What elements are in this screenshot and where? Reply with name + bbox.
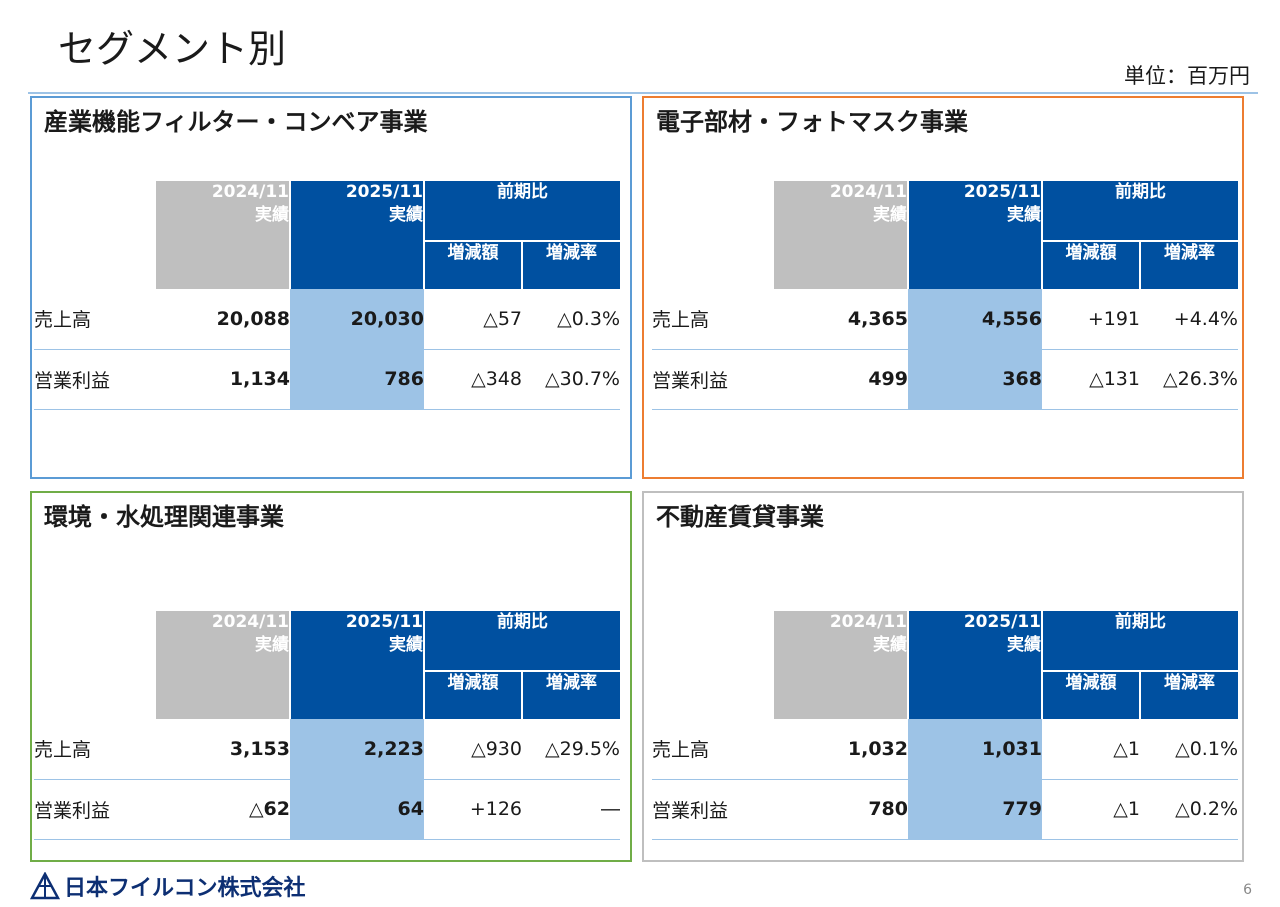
table-row-sales: 売上高 20,088 20,030 △57 △0.3% <box>34 289 620 350</box>
change-amount: △930 <box>424 719 522 780</box>
segment-table: 2024/11 実績 2025/11 実績 前期比 増減額 増減率 売上高 20,0… <box>34 181 620 410</box>
change-amount: △1 <box>1042 779 1140 840</box>
segment-panel-environment-water: 環境・水処理関連事業 2024/11 実績 2025/11 実績 前期比 増減額 増… <box>30 491 632 862</box>
prev-value: 4,365 <box>774 289 908 350</box>
segment-title: 産業機能フィルター・コンベア事業 <box>44 108 428 136</box>
change-rate: △26.3% <box>1140 349 1238 410</box>
unit-label: 単位：百万円 <box>1124 64 1250 88</box>
header-change-rate: 増減率 <box>522 670 620 719</box>
change-rate: △30.7% <box>522 349 620 410</box>
change-amount: △131 <box>1042 349 1140 410</box>
prev-value: 499 <box>774 349 908 410</box>
curr-value: 1,031 <box>908 719 1042 780</box>
header-curr-year: 2025/11 実績 <box>908 611 1043 719</box>
segment-panel-electronic-photomask: 電子部材・フォトマスク事業 2024/11 実績 2025/11 実績 前期比 増減… <box>642 96 1244 479</box>
change-rate: △0.1% <box>1140 719 1238 780</box>
header-change-rate: 増減率 <box>522 240 620 289</box>
change-rate: +4.4% <box>1140 289 1238 350</box>
row-label: 営業利益 <box>34 349 156 410</box>
header-comparison: 前期比 <box>1042 181 1238 241</box>
segment-panel-real-estate: 不動産賃貸事業 2024/11 実績 2025/11 実績 前期比 増減額 増減率 … <box>642 491 1244 862</box>
segment-title: 電子部材・フォトマスク事業 <box>656 108 968 136</box>
segment-table: 2024/11 実績 2025/11 実績 前期比 増減額 増減率 売上高 1,03… <box>652 611 1238 840</box>
logo-mark-icon <box>30 872 60 900</box>
curr-value: 779 <box>908 779 1042 840</box>
curr-value: 786 <box>290 349 424 410</box>
change-rate: △0.2% <box>1140 779 1238 840</box>
header-blank <box>652 611 774 671</box>
row-label: 営業利益 <box>652 779 774 840</box>
change-amount: △348 <box>424 349 522 410</box>
segment-title: 環境・水処理関連事業 <box>44 503 284 531</box>
curr-value: 64 <box>290 779 424 840</box>
header-change-amount: 増減額 <box>1042 670 1141 719</box>
header-curr-year: 2025/11 実績 <box>908 181 1043 289</box>
row-label: 売上高 <box>652 719 774 780</box>
prev-value: 1,134 <box>156 349 290 410</box>
table-row-operating-profit: 営業利益 1,134 786 △348 △30.7% <box>34 349 620 410</box>
header-comparison: 前期比 <box>424 181 620 241</box>
change-rate: ― <box>522 779 620 840</box>
header-prev-year: 2024/11 実績 <box>774 611 909 719</box>
header-blank <box>34 181 156 241</box>
company-logo: 日本フイルコン株式会社 <box>30 870 306 902</box>
change-amount: △1 <box>1042 719 1140 780</box>
header-prev-year: 2024/11 実績 <box>156 611 291 719</box>
row-label: 売上高 <box>34 289 156 350</box>
row-label: 売上高 <box>34 719 156 780</box>
change-rate: △29.5% <box>522 719 620 780</box>
table-row-operating-profit: 営業利益 △62 64 +126 ― <box>34 779 620 840</box>
page-number: 6 <box>1243 882 1252 898</box>
table-row-operating-profit: 営業利益 780 779 △1 △0.2% <box>652 779 1238 840</box>
prev-value: 20,088 <box>156 289 290 350</box>
curr-value: 368 <box>908 349 1042 410</box>
table-row-sales: 売上高 1,032 1,031 △1 △0.1% <box>652 719 1238 780</box>
header-blank <box>34 671 156 719</box>
curr-value: 20,030 <box>290 289 424 350</box>
header-blank <box>34 611 156 671</box>
prev-value: △62 <box>156 779 290 840</box>
change-amount: +126 <box>424 779 522 840</box>
header-blank <box>34 241 156 289</box>
header-blank <box>652 181 774 241</box>
prev-value: 780 <box>774 779 908 840</box>
header-comparison: 前期比 <box>424 611 620 671</box>
row-label: 営業利益 <box>34 779 156 840</box>
change-amount: +191 <box>1042 289 1140 350</box>
segment-title: 不動産賃貸事業 <box>656 503 824 531</box>
segment-table: 2024/11 実績 2025/11 実績 前期比 増減額 増減率 売上高 4,36… <box>652 181 1238 410</box>
header-curr-year: 2025/11 実績 <box>290 181 425 289</box>
table-row-sales: 売上高 3,153 2,223 △930 △29.5% <box>34 719 620 780</box>
row-label: 営業利益 <box>652 349 774 410</box>
segment-panel-industrial-filter: 産業機能フィルター・コンベア事業 2024/11 実績 2025/11 実績 前期比… <box>30 96 632 479</box>
segment-table: 2024/11 実績 2025/11 実績 前期比 増減額 増減率 売上高 3,15… <box>34 611 620 840</box>
curr-value: 4,556 <box>908 289 1042 350</box>
header-blank <box>652 671 774 719</box>
header-change-amount: 増減額 <box>424 240 523 289</box>
header-change-rate: 増減率 <box>1140 240 1238 289</box>
change-amount: △57 <box>424 289 522 350</box>
header-change-rate: 増減率 <box>1140 670 1238 719</box>
prev-value: 3,153 <box>156 719 290 780</box>
page-title: セグメント別 <box>58 27 287 71</box>
curr-value: 2,223 <box>290 719 424 780</box>
header-curr-year: 2025/11 実績 <box>290 611 425 719</box>
table-row-operating-profit: 営業利益 499 368 △131 △26.3% <box>652 349 1238 410</box>
table-row-sales: 売上高 4,365 4,556 +191 +4.4% <box>652 289 1238 350</box>
header-change-amount: 増減額 <box>1042 240 1141 289</box>
company-name: 日本フイルコン株式会社 <box>64 876 306 901</box>
header-blank <box>652 241 774 289</box>
header-prev-year: 2024/11 実績 <box>156 181 291 289</box>
row-label: 売上高 <box>652 289 774 350</box>
title-divider <box>28 92 1258 94</box>
header-change-amount: 増減額 <box>424 670 523 719</box>
prev-value: 1,032 <box>774 719 908 780</box>
header-comparison: 前期比 <box>1042 611 1238 671</box>
change-rate: △0.3% <box>522 289 620 350</box>
header-prev-year: 2024/11 実績 <box>774 181 909 289</box>
